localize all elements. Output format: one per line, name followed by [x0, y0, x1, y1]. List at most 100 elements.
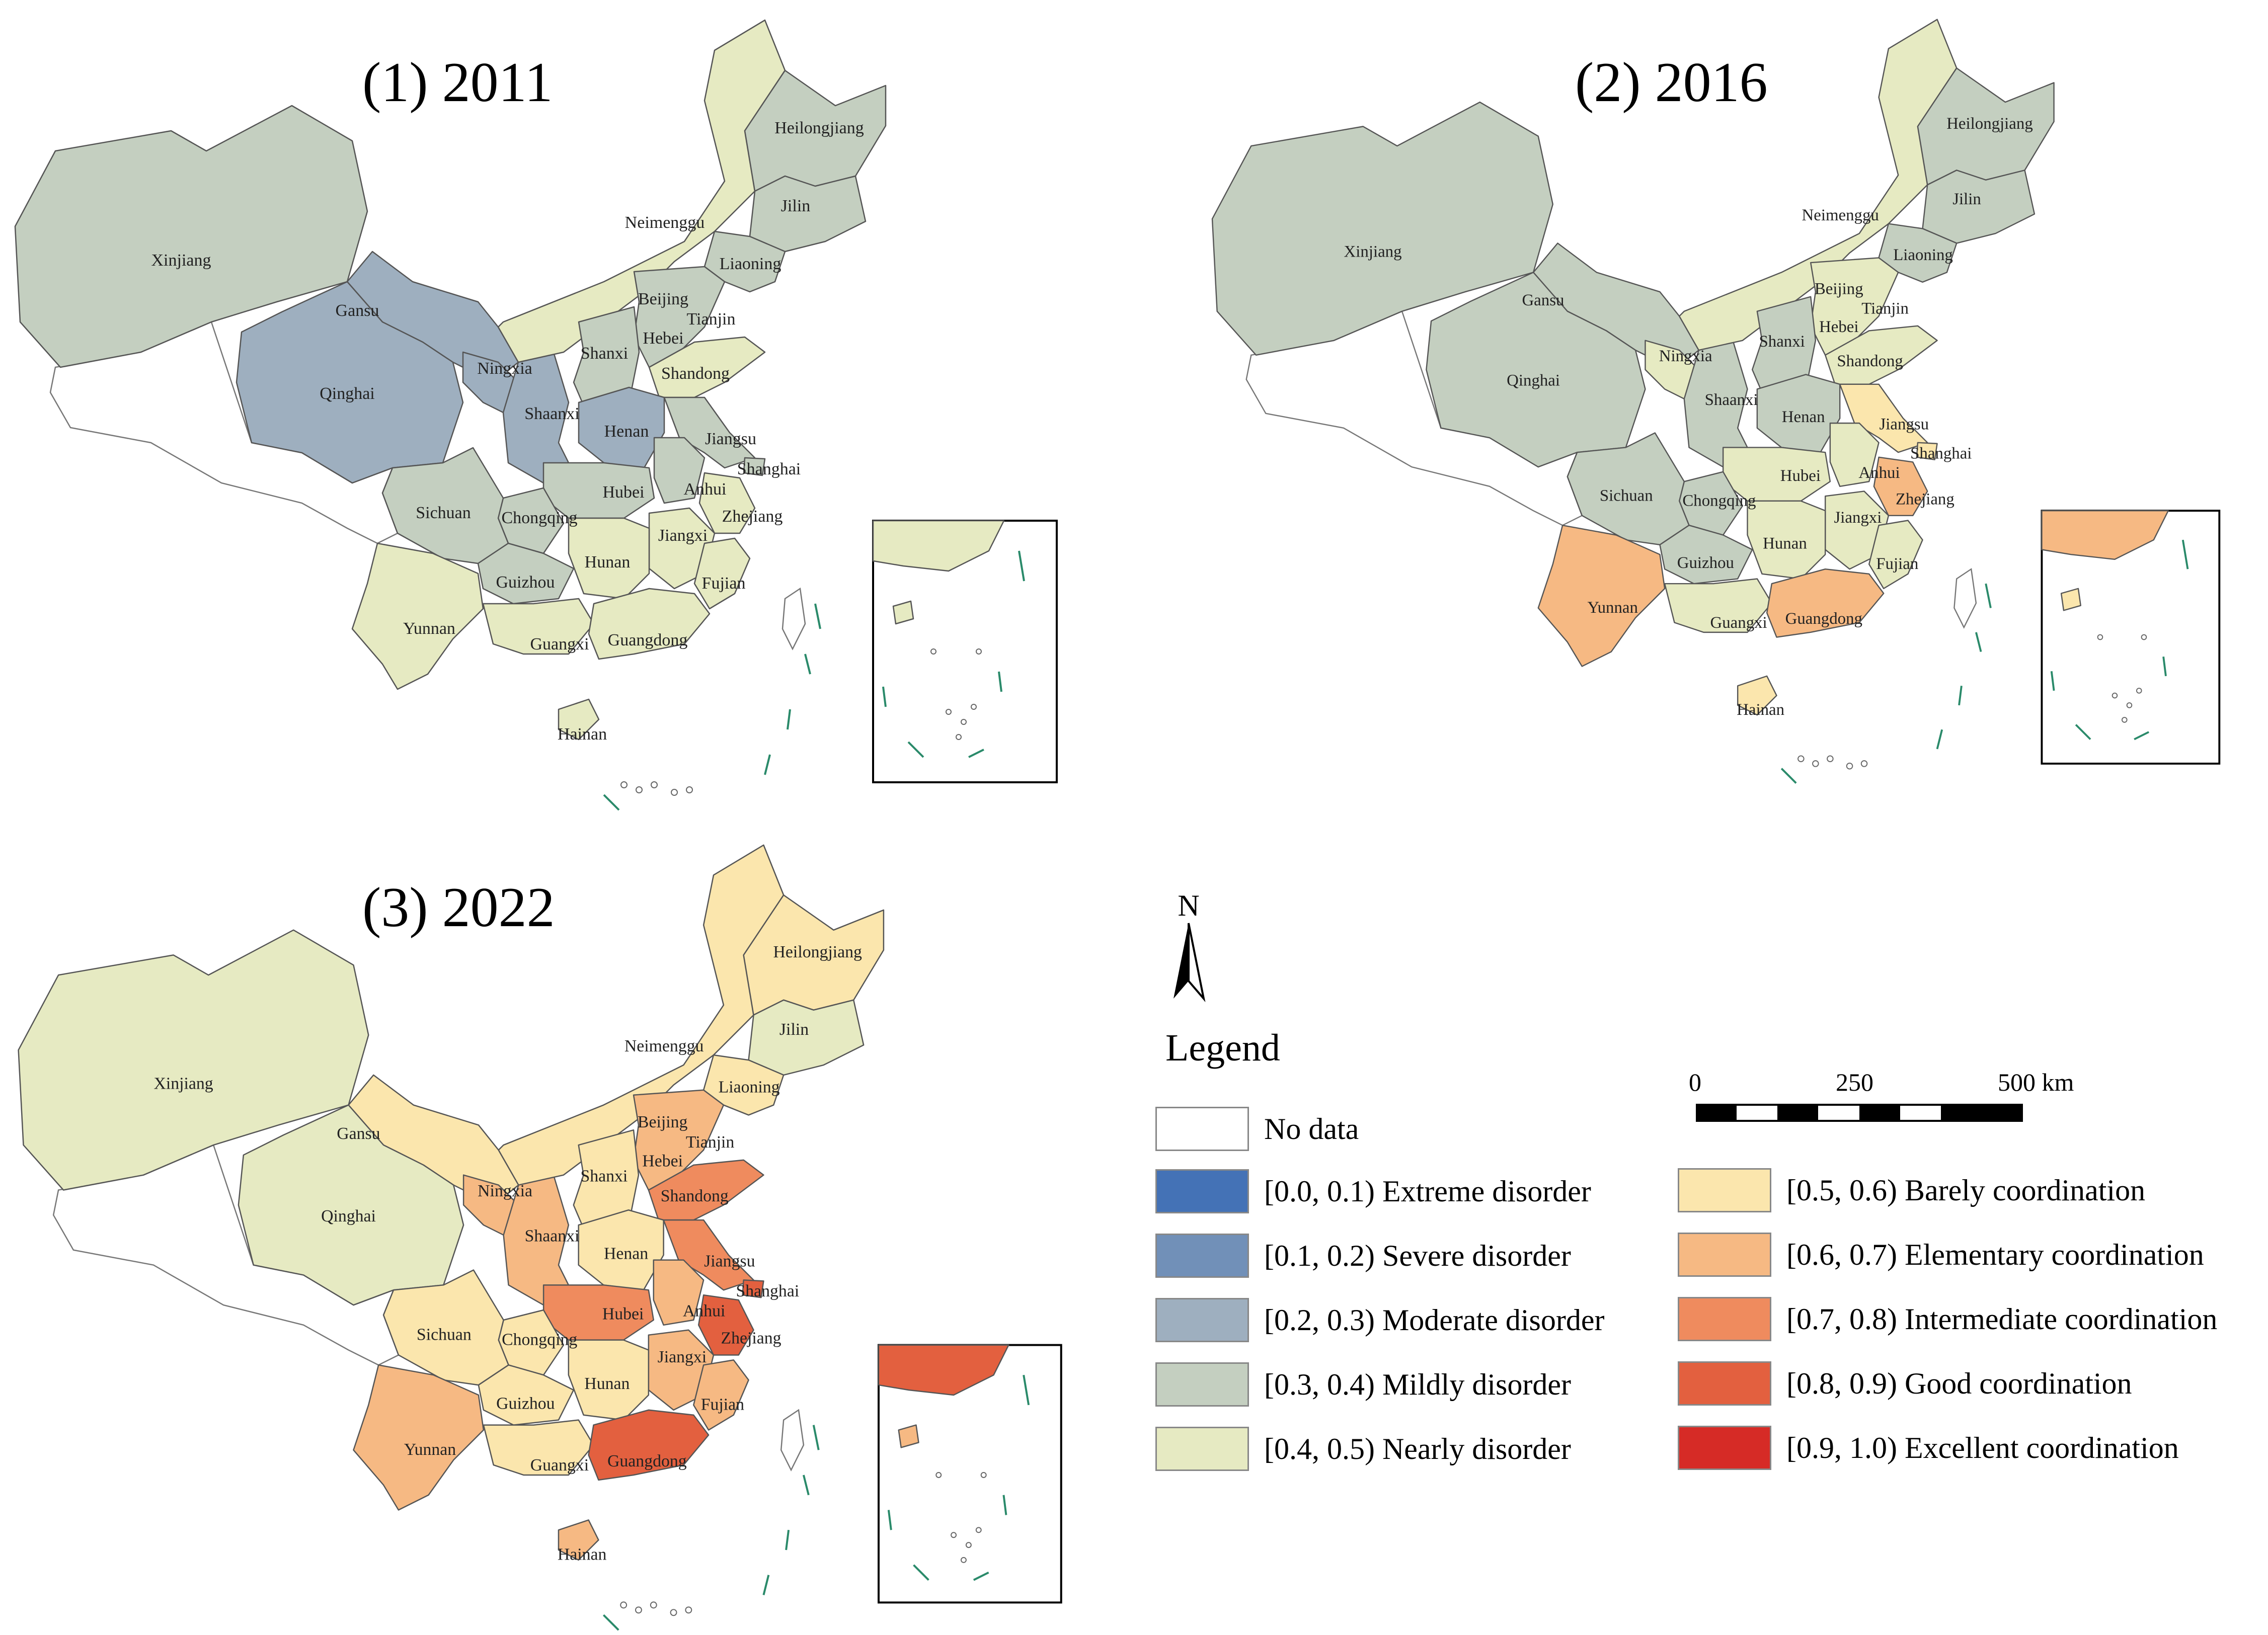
- inset-island-mark: [2111, 692, 2118, 699]
- province-guangdong: [1766, 568, 1885, 638]
- legend-swatch: [1155, 1427, 1249, 1471]
- province-label-shandong: Shandong: [661, 364, 730, 383]
- island-mark: [1860, 760, 1868, 767]
- island-mark: [1812, 760, 1819, 767]
- inset-sea-boundary-mark: [1018, 550, 1025, 582]
- legend-swatch: [1155, 1169, 1249, 1213]
- province-label-tianjin: Tianjin: [686, 310, 735, 329]
- island-mark: [1846, 762, 1853, 770]
- province-label-shanxi: Shanxi: [1759, 333, 1805, 351]
- north-arrow-right-icon: [1188, 923, 1206, 1003]
- inset-island-mark: [965, 1542, 972, 1548]
- province-label-chongqing: Chongqing: [502, 1330, 577, 1349]
- province-guangdong: [588, 1409, 710, 1481]
- province-label-neimenggu: Neimenggu: [625, 213, 705, 232]
- province-label-chongqing: Chongqing: [501, 509, 577, 527]
- province-label-fujian: Fujian: [701, 1396, 744, 1414]
- province-label-gansu: Gansu: [1522, 291, 1564, 309]
- legend-label: [0.2, 0.3) Moderate disorder: [1264, 1303, 1605, 1337]
- legend-label: [0.5, 0.6) Barely coordination: [1786, 1173, 2146, 1207]
- province-label-jiangsu: Jiangsu: [704, 1252, 755, 1270]
- province-label-heilongjiang: Heilongjiang: [774, 119, 864, 137]
- province-label-guangxi: Guangxi: [530, 1456, 589, 1475]
- province-label-beijing: Beijing: [1815, 280, 1863, 298]
- province-label-hebei: Hebei: [1819, 318, 1858, 336]
- region-taiwan: [781, 587, 806, 650]
- legend-swatch: [1678, 1426, 1771, 1470]
- sea-boundary-mark: [1936, 729, 1943, 750]
- province-label-guizhou: Guizhou: [1677, 554, 1734, 572]
- province-label-sichuan: Sichuan: [1600, 487, 1653, 505]
- legend-label: [0.4, 0.5) Nearly disorder: [1264, 1432, 1571, 1465]
- province-label-yunnan: Yunnan: [1588, 599, 1638, 617]
- province-label-jilin: Jilin: [781, 197, 811, 215]
- province-fujian: [693, 1359, 749, 1431]
- inset-hainan: [898, 1424, 919, 1448]
- province-label-fujian: Fujian: [1876, 555, 1918, 573]
- province-label-guangxi: Guangxi: [1710, 614, 1767, 632]
- province-label-hubei: Hubei: [1780, 467, 1821, 485]
- province-label-jiangxi: Jiangxi: [658, 1348, 707, 1366]
- province-label-hunan: Hunan: [1763, 534, 1807, 552]
- province-label-liaoning: Liaoning: [719, 1078, 780, 1096]
- province-label-jilin: Jilin: [779, 1020, 809, 1039]
- province-label-qinghai: Qinghai: [320, 384, 375, 403]
- province-label-gansu: Gansu: [337, 1124, 380, 1143]
- inset-island-mark: [971, 704, 977, 710]
- province-label-xinjiang: Xinjiang: [1344, 242, 1402, 261]
- legend-item-extreme: [0.0, 0.1) Extreme disorder: [1155, 1167, 1591, 1215]
- legend-item-elementary: [0.6, 0.7) Elementary coordination: [1678, 1231, 2204, 1279]
- province-label-shaanxi: Shaanxi: [524, 404, 580, 423]
- legend-item-nearly: [0.4, 0.5) Nearly disorder: [1155, 1425, 1571, 1473]
- province-hainan: [558, 1519, 599, 1561]
- legend-swatch: [1155, 1107, 1249, 1151]
- sea-boundary-mark: [762, 1575, 770, 1595]
- sea-boundary-mark: [814, 603, 821, 629]
- scale-label-0: 0: [1689, 1068, 1701, 1096]
- province-fujian: [1868, 520, 1923, 590]
- map-panel-2011: Xinjiang Gansu Qinghai Ningxia Shaanxi Neimen…: [0, 0, 1107, 815]
- island-mark: [620, 1601, 628, 1609]
- province-label-shanxi: Shanxi: [581, 344, 628, 363]
- inset-island-mark: [935, 1472, 942, 1478]
- province-label-hubei: Hubei: [602, 1305, 644, 1324]
- sea-boundary-mark: [1780, 768, 1797, 784]
- province-label-hunan: Hunan: [584, 1374, 630, 1393]
- region-taiwan: [780, 1409, 805, 1472]
- inset-sea-boundary-mark: [2050, 671, 2055, 691]
- province-guangxi: [483, 1419, 594, 1476]
- province-xinjiang: [18, 929, 369, 1191]
- province-label-ningxia: Ningxia: [478, 1182, 532, 1200]
- province-guangdong: [588, 588, 711, 660]
- province-hunan: [568, 1339, 650, 1421]
- legend-swatch: [1155, 1234, 1249, 1278]
- legend-label: [0.3, 0.4) Mildly disorder: [1264, 1367, 1571, 1401]
- legend-item-good: [0.8, 0.9) Good coordination: [1678, 1359, 2132, 1408]
- inset-island-mark: [946, 709, 952, 715]
- sea-boundary-mark: [1985, 583, 1992, 608]
- province-label-hunan: Hunan: [585, 553, 631, 571]
- legend-swatch: [1678, 1233, 1771, 1277]
- sea-boundary-mark: [812, 1425, 820, 1450]
- province-label-liaoning: Liaoning: [720, 255, 781, 273]
- scale-bar: [1696, 1104, 2023, 1122]
- inset-sea-boundary-mark: [2181, 539, 2189, 569]
- province-anhui: [653, 437, 706, 504]
- province-guizhou: [1659, 524, 1753, 585]
- legend-label: No data: [1264, 1112, 1359, 1146]
- inset-mainland: [872, 520, 1005, 572]
- inset-island-mark: [960, 1557, 967, 1563]
- sea-boundary-mark: [802, 1475, 810, 1496]
- province-label-sichuan: Sichuan: [417, 1325, 472, 1344]
- inset-sea-boundary-mark: [913, 1564, 929, 1581]
- province-label-henan: Henan: [1782, 408, 1825, 426]
- province-label-anhui: Anhui: [1858, 464, 1900, 482]
- legend-item-moderate: [0.2, 0.3) Moderate disorder: [1155, 1296, 1604, 1344]
- province-label-shanghai: Shanghai: [1910, 445, 1972, 463]
- province-label-beijing: Beijing: [638, 290, 688, 308]
- province-qinghai: [236, 281, 464, 484]
- province-label-shaanxi: Shaanxi: [1705, 391, 1758, 409]
- scale-label-250: 250: [1836, 1068, 1873, 1096]
- province-label-xinjiang: Xinjiang: [153, 1075, 213, 1093]
- province-zhejiang: [1873, 456, 1928, 517]
